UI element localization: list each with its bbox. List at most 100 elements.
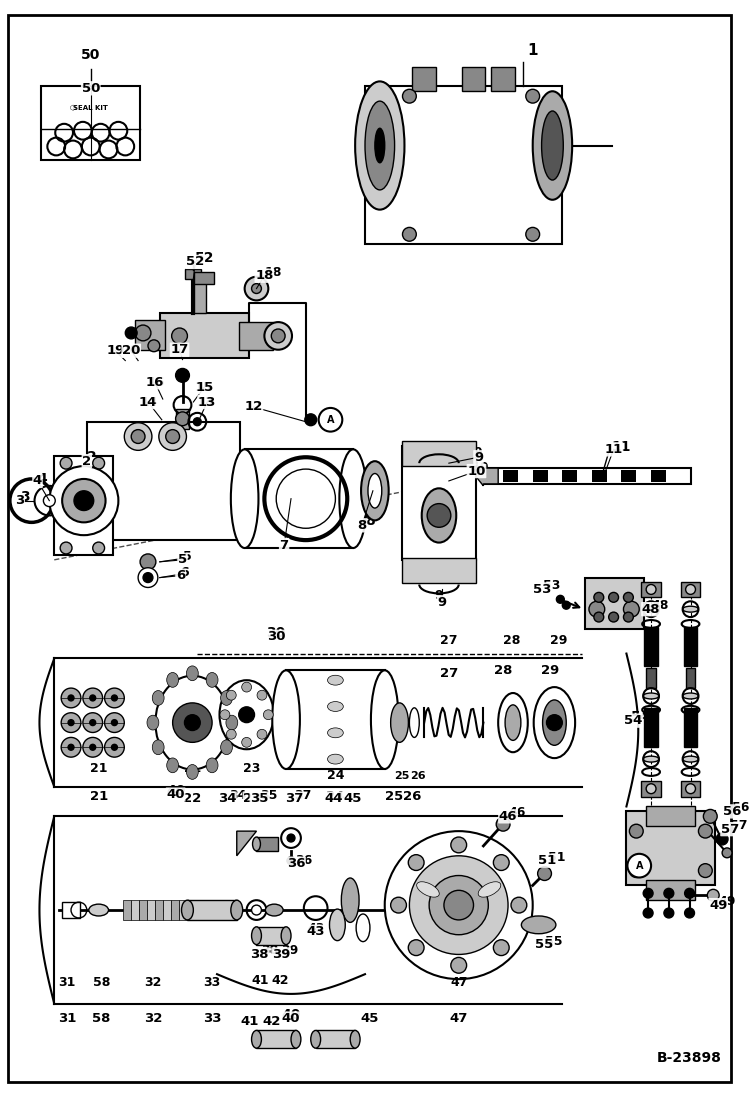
- Text: 27: 27: [440, 667, 458, 680]
- Bar: [684, 626, 697, 666]
- Circle shape: [93, 542, 105, 554]
- Text: 40: 40: [282, 1007, 300, 1021]
- Circle shape: [318, 408, 342, 431]
- Text: 46: 46: [508, 806, 525, 819]
- Circle shape: [646, 783, 656, 793]
- Bar: [548, 471, 562, 482]
- Bar: [503, 471, 518, 482]
- Text: 38: 38: [250, 948, 269, 961]
- Ellipse shape: [89, 904, 109, 916]
- Circle shape: [664, 889, 674, 898]
- Text: 18: 18: [255, 269, 273, 282]
- Text: 37: 37: [294, 789, 312, 802]
- Text: 40: 40: [166, 788, 185, 801]
- Circle shape: [562, 601, 570, 609]
- Text: 43: 43: [307, 921, 324, 935]
- Text: 15: 15: [195, 381, 213, 394]
- Text: 3: 3: [15, 494, 25, 507]
- Text: 51: 51: [548, 851, 565, 863]
- Text: 46: 46: [499, 810, 518, 823]
- Text: 52: 52: [195, 251, 215, 264]
- Circle shape: [74, 490, 94, 510]
- Circle shape: [496, 817, 510, 832]
- Text: 18: 18: [264, 265, 282, 279]
- Circle shape: [451, 958, 467, 973]
- Bar: [644, 626, 658, 666]
- Circle shape: [494, 940, 509, 955]
- Ellipse shape: [206, 672, 218, 688]
- Bar: [171, 901, 178, 920]
- Text: 25: 25: [395, 771, 410, 781]
- Ellipse shape: [391, 703, 408, 743]
- Text: 7: 7: [279, 539, 288, 552]
- Text: 30: 30: [267, 625, 286, 640]
- Circle shape: [526, 89, 539, 103]
- Text: 34: 34: [229, 789, 246, 802]
- Circle shape: [685, 783, 696, 793]
- Bar: [646, 806, 696, 826]
- Text: 55: 55: [545, 935, 562, 948]
- Bar: [483, 468, 691, 484]
- Bar: [684, 708, 697, 747]
- Ellipse shape: [351, 1030, 360, 1048]
- Text: 54: 54: [624, 714, 643, 727]
- Circle shape: [220, 710, 230, 720]
- Text: 7: 7: [286, 505, 296, 519]
- Bar: [139, 901, 147, 920]
- Bar: [637, 471, 651, 482]
- Bar: [491, 67, 515, 91]
- Ellipse shape: [682, 756, 698, 762]
- Text: 50: 50: [82, 82, 100, 94]
- Circle shape: [451, 837, 467, 852]
- Circle shape: [623, 612, 634, 622]
- Circle shape: [68, 745, 74, 750]
- Ellipse shape: [533, 91, 572, 200]
- Circle shape: [242, 682, 252, 692]
- Text: 9: 9: [474, 451, 483, 464]
- Bar: [186, 269, 201, 279]
- Bar: [666, 471, 681, 482]
- Ellipse shape: [147, 715, 159, 730]
- Circle shape: [629, 824, 643, 838]
- Text: 23: 23: [243, 792, 261, 805]
- Text: 1: 1: [528, 43, 539, 58]
- Ellipse shape: [339, 450, 367, 548]
- Circle shape: [112, 695, 118, 701]
- Text: 48: 48: [651, 599, 668, 612]
- Circle shape: [245, 276, 268, 301]
- Text: 10: 10: [467, 464, 485, 477]
- Text: 43: 43: [306, 925, 325, 938]
- Circle shape: [105, 737, 124, 757]
- Circle shape: [538, 867, 551, 881]
- Circle shape: [385, 832, 533, 980]
- Bar: [461, 67, 485, 91]
- Circle shape: [61, 713, 81, 733]
- Ellipse shape: [187, 765, 198, 779]
- Circle shape: [124, 422, 152, 451]
- Ellipse shape: [682, 693, 698, 699]
- Circle shape: [143, 573, 153, 583]
- Circle shape: [410, 856, 508, 954]
- Text: 6: 6: [176, 569, 185, 583]
- Ellipse shape: [374, 128, 385, 162]
- Bar: [641, 581, 661, 598]
- Text: 45: 45: [361, 1013, 379, 1025]
- Ellipse shape: [187, 666, 198, 681]
- Text: SEAL KIT: SEAL KIT: [73, 105, 108, 111]
- Circle shape: [193, 418, 201, 426]
- Bar: [124, 901, 131, 920]
- Circle shape: [61, 688, 81, 708]
- Circle shape: [623, 601, 639, 617]
- Text: 19: 19: [108, 344, 125, 358]
- Circle shape: [148, 340, 160, 352]
- Text: 58: 58: [92, 1013, 111, 1025]
- FancyArrow shape: [476, 466, 498, 486]
- Text: 47: 47: [450, 976, 467, 989]
- Ellipse shape: [252, 1030, 261, 1048]
- Ellipse shape: [252, 837, 261, 851]
- Text: 39: 39: [272, 948, 291, 961]
- Ellipse shape: [505, 705, 521, 740]
- Circle shape: [83, 713, 103, 733]
- Text: 5: 5: [178, 553, 187, 566]
- Text: 20: 20: [121, 344, 139, 358]
